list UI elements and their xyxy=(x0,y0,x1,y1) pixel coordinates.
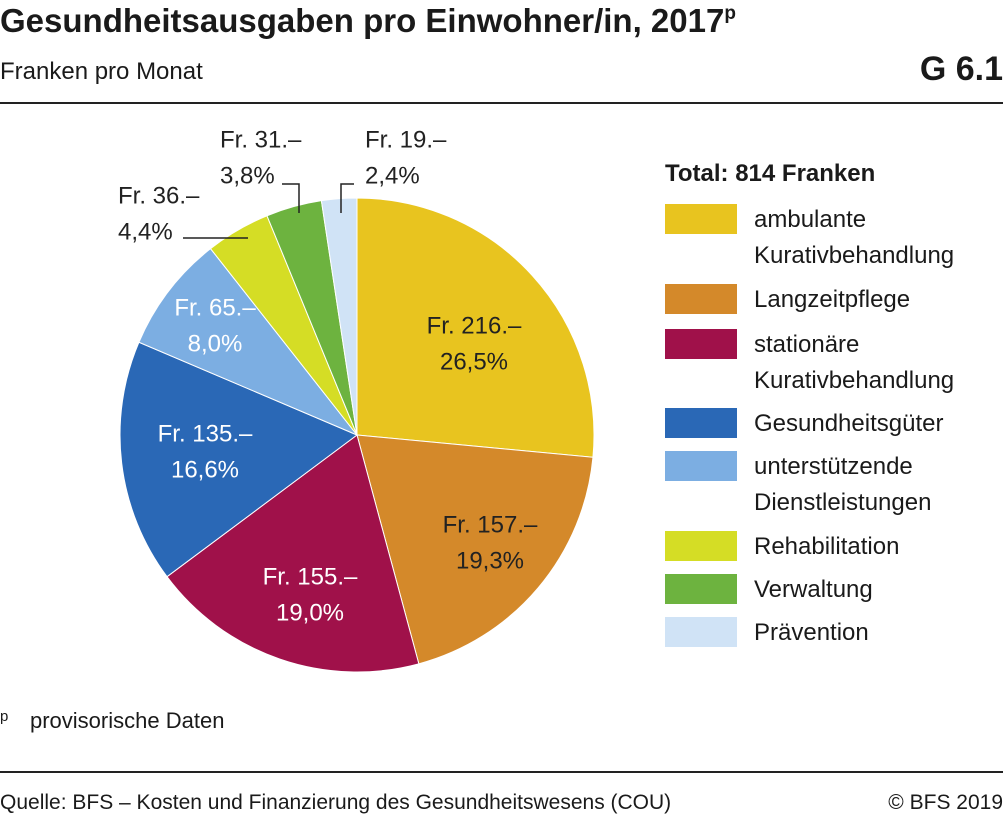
legend-label: Langzeitpflege xyxy=(754,286,911,313)
legend-swatch xyxy=(665,284,737,314)
chart-title: Gesundheitsausgaben pro Einwohner/in, 20… xyxy=(0,2,736,40)
chart-code: G 6.1 xyxy=(919,50,1003,88)
legend-label: ambulante Kurativbehandlung xyxy=(754,206,955,269)
amount-label: Fr. 155.– xyxy=(263,563,358,590)
copyright: © BFS 2019 xyxy=(888,791,1003,814)
legend-swatch xyxy=(665,531,737,561)
legend-label: Verwaltung xyxy=(754,576,873,603)
amount-label: Fr. 31.– xyxy=(220,126,302,153)
legend-label: Prävention xyxy=(754,619,869,646)
value-label: 2,4% xyxy=(365,162,420,189)
title-marker: p xyxy=(724,3,736,24)
legend-swatch xyxy=(665,408,737,438)
value-label: 26,5% xyxy=(440,348,508,375)
legend-label: stationäre Kurativbehandlung xyxy=(754,331,955,394)
title-text: Gesundheitsausgaben pro Einwohner/in, 20… xyxy=(0,2,725,39)
footnote: provisorische Daten xyxy=(30,708,225,733)
value-label: 19,0% xyxy=(276,599,344,626)
pie-slice xyxy=(138,247,358,436)
source: Quelle: BFS – Kosten und Finanzierung de… xyxy=(0,791,672,814)
legend-label: Gesundheitsgüter xyxy=(754,410,944,437)
pie-slice xyxy=(356,197,595,458)
pie-slice xyxy=(320,197,358,436)
value-label: 3,8% xyxy=(220,162,275,189)
leader-line xyxy=(340,183,354,213)
rule xyxy=(0,771,1003,773)
labels: Fr. 216.– 26,5% Fr. 157.– 19,3% Fr. 155.– 19,… xyxy=(118,126,538,626)
legend-swatch xyxy=(665,574,737,604)
amount-label: Fr. 157.– xyxy=(443,511,538,538)
subtitle: Franken pro Monat xyxy=(0,58,203,85)
legend-swatch xyxy=(665,204,737,234)
legend-swatch xyxy=(665,617,737,647)
rule xyxy=(0,102,1003,104)
amount-label: Fr. 216.– xyxy=(427,312,522,339)
footnote-marker: p xyxy=(0,708,9,725)
legend-label: Rehabilitation xyxy=(754,533,900,560)
pie-slice xyxy=(356,434,594,665)
value-label: 16,6% xyxy=(171,456,239,483)
leader-line xyxy=(282,183,300,213)
value-label: 4,4% xyxy=(118,218,173,245)
value-label: 19,3% xyxy=(456,547,524,574)
legend-label: unterstützende Dienstleistungen xyxy=(754,453,932,516)
leader-lines xyxy=(183,183,354,239)
amount-label: Fr. 135.– xyxy=(158,420,253,447)
amount-label: Fr. 65.– xyxy=(174,294,256,321)
amount-label: Fr. 36.– xyxy=(118,182,200,209)
amount-label: Fr. 19.– xyxy=(365,126,447,153)
legend-title: Total: 814 Franken xyxy=(665,160,876,187)
legend-swatch xyxy=(665,329,737,359)
pie-slice xyxy=(166,434,420,673)
pie-slice xyxy=(119,341,358,578)
value-label: 8,0% xyxy=(188,330,243,357)
legend-swatch xyxy=(665,451,737,481)
